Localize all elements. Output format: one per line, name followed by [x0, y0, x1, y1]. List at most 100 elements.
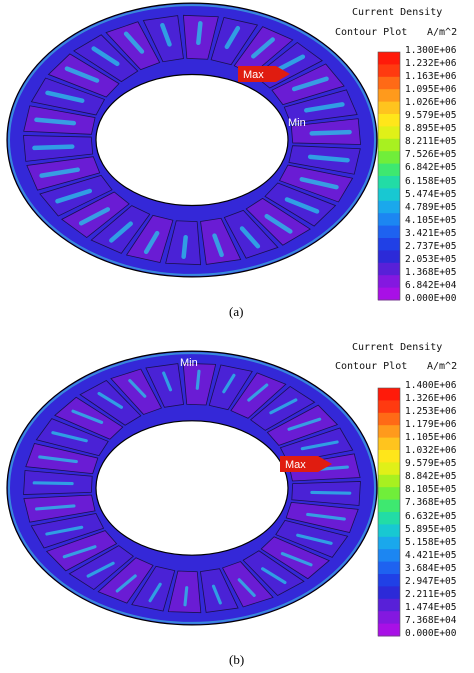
colorbar-tick-label: 4.421E+05 — [405, 549, 457, 561]
outer-boundary — [6, 350, 378, 626]
colorbar-tick-label: 8.105E+05 — [405, 484, 457, 496]
colorbar-tick-label: 4.789E+05 — [405, 201, 457, 213]
colorbar-segment — [378, 474, 400, 488]
current-hotspot — [148, 582, 162, 603]
colorbar-tick-label: 5.158E+05 — [405, 536, 457, 548]
colorbar-tick-label: 1.095E+06 — [405, 84, 457, 96]
slot-sector — [125, 214, 174, 264]
stator-ring-b — [6, 350, 378, 626]
current-hotspot — [224, 25, 241, 50]
current-hotspot — [91, 46, 120, 67]
current-hotspot — [211, 584, 222, 605]
colorbar-tick-label: 1.300E+06 — [405, 45, 457, 56]
slot-sector — [242, 550, 305, 597]
colorbar-tick-label: 1.179E+06 — [405, 419, 457, 431]
colorbar-segment — [378, 163, 400, 177]
current-hotspot — [39, 167, 80, 178]
colorbar-segment — [378, 450, 400, 463]
current-hotspot — [300, 440, 339, 451]
colorbar-segment — [378, 574, 400, 587]
colorbar-tick-label: 7.368E+05 — [405, 497, 457, 509]
slot-sector — [222, 561, 274, 608]
colorbar-tick-label: 4.105E+05 — [405, 214, 457, 226]
colorbar-segment — [378, 536, 400, 550]
colorbar-segment — [378, 437, 400, 451]
current-hotspot — [128, 379, 147, 398]
colorbar-segment — [378, 425, 400, 439]
colorbar-segment — [378, 487, 400, 501]
slot-sector — [167, 570, 202, 614]
colorbar-tick-label: 2.053E+05 — [405, 253, 457, 265]
colorbar-segment — [378, 462, 400, 476]
colorbar-tick-label: 7.368E+04 — [405, 614, 457, 626]
current-hotspot — [291, 76, 329, 92]
current-hotspot — [51, 431, 88, 443]
current-hotspot — [196, 21, 203, 46]
current-hotspot — [212, 233, 224, 258]
colorbar-segment — [378, 225, 400, 239]
current-hotspot — [237, 578, 256, 597]
current-hotspot — [261, 567, 287, 585]
current-hotspot — [296, 533, 333, 545]
current-hotspot — [64, 66, 100, 83]
colorbar-tick-label: 0.000E+00 — [405, 293, 457, 304]
colorbar-tick-label: 2.947E+05 — [405, 575, 457, 587]
legend-subtitle-b: Contour Plot — [335, 361, 408, 372]
current-hotspot — [55, 188, 93, 204]
colorbar-segment — [378, 388, 400, 401]
colorbar-tick-label: 8.895E+05 — [405, 123, 457, 135]
colorbar-segment — [378, 250, 400, 264]
max-marker-a: Max — [238, 66, 290, 82]
current-hotspot — [264, 213, 293, 234]
colorbar-segment — [378, 524, 400, 538]
legend-unit-b: A/m^2 — [427, 361, 458, 372]
current-hotspot — [181, 234, 188, 259]
current-hotspot — [306, 512, 346, 521]
min-label-b: Min — [180, 357, 198, 369]
min-label-a: Min — [288, 117, 306, 129]
colorbar-segment — [378, 561, 400, 575]
slot-sector — [79, 379, 142, 426]
colorbar-tick-label: 1.026E+06 — [405, 97, 457, 109]
caption-a: (a) — [229, 304, 244, 319]
colorbar-tick-label: 5.895E+05 — [405, 523, 457, 535]
colorbar-tick-label: 9.579E+05 — [405, 458, 457, 470]
slot-sector — [105, 21, 161, 71]
current-hotspot — [34, 117, 77, 126]
colorbar-tick-label: 6.632E+05 — [405, 510, 457, 522]
slot-sector — [208, 364, 253, 411]
colorbar-tick-label: 1.253E+06 — [405, 406, 457, 418]
colorbar-tick-label: 1.032E+06 — [405, 445, 457, 457]
colorbar-tick-label: 1.474E+05 — [405, 601, 457, 613]
inner-boundary — [95, 73, 289, 207]
slot-sector — [97, 557, 154, 604]
colorbar-segment — [378, 176, 400, 189]
colorbar-segment — [378, 89, 400, 103]
current-hotspot — [62, 545, 97, 559]
slot-sector — [145, 363, 185, 408]
colorbar-tick-label: 7.526E+05 — [405, 149, 457, 161]
outer-boundary — [6, 2, 378, 278]
colorbar-segment — [378, 200, 400, 214]
colorbar-tick-label: 6.842E+05 — [405, 162, 457, 174]
colorbar-tick-label: 5.474E+05 — [405, 188, 457, 200]
max-arrow-a — [238, 66, 290, 82]
current-hotspot — [247, 383, 269, 402]
current-hotspot — [78, 207, 111, 226]
colorbar-tick-label: 1.105E+06 — [405, 432, 457, 444]
current-hotspot — [38, 455, 78, 464]
colorbar-tick-label: 6.158E+05 — [405, 175, 457, 187]
colorbar-segment — [378, 598, 400, 612]
max-arrow-b — [280, 456, 332, 472]
current-hotspot — [162, 371, 173, 392]
current-hotspot — [239, 226, 261, 249]
current-hotspot — [195, 369, 201, 390]
colorbar-tick-label: 1.368E+05 — [405, 266, 457, 278]
contour-plot-panel-a: Max Min Current Density Contour Plot A/m… — [0, 0, 474, 336]
slot-sector — [90, 205, 151, 254]
contour-plot-panel-b: Max Min Current Density Contour Plot A/m… — [0, 336, 474, 673]
colorbar-segment — [378, 287, 400, 301]
max-label-b: Max — [285, 459, 306, 471]
current-hotspot — [222, 373, 236, 394]
current-hotspot — [123, 31, 145, 54]
